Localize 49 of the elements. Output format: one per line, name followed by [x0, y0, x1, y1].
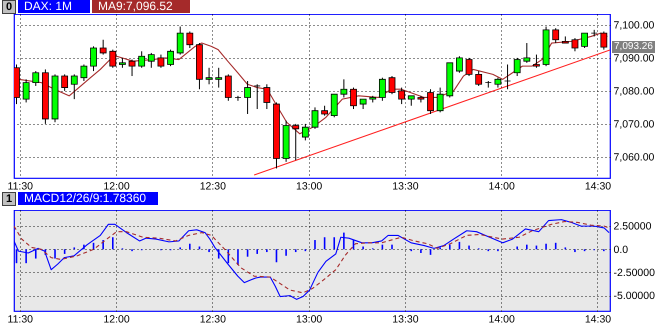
x-tick-label: 13:00 [296, 180, 322, 192]
x-tick-label: 13:30 [392, 314, 419, 326]
candlestick [552, 28, 560, 44]
x-tick-label: 12:00 [103, 314, 130, 326]
x-tick-label: 13:00 [296, 314, 322, 326]
y-tick-label: 2.50000 [614, 220, 652, 233]
candlestick [100, 39, 107, 56]
candlestick [80, 64, 88, 82]
x-tick-label: 12:00 [103, 180, 130, 192]
chart-title: MACD12/26/9:1.78360 [18, 191, 158, 205]
annotation: 7,093.26 [612, 41, 655, 54]
candlestick [572, 38, 578, 52]
candlestick [128, 59, 136, 77]
x-tick-label: 11:30 [8, 180, 34, 192]
y-tick-label: 7,080.00 [614, 85, 655, 98]
candlestick [475, 70, 482, 86]
candlestick [176, 26, 184, 56]
y-tick-label: 0.0 [614, 244, 628, 256]
y-tick-label: -5.00000 [614, 290, 656, 302]
x-tick-label: 14:00 [488, 180, 515, 192]
candlestick [330, 94, 338, 118]
candlestick [360, 98, 367, 110]
x-tick-label: 12:30 [200, 314, 226, 326]
x-tick-label: 14:00 [488, 314, 515, 326]
chart-title: DAX: 1M [18, 0, 90, 13]
candlestick [186, 30, 194, 48]
x-tick-label: 14:30 [584, 180, 612, 192]
x-tick-label: 13:30 [392, 180, 419, 192]
y-tick-label: 7,070.00 [614, 118, 655, 130]
y-tick-label: 7,060.00 [614, 151, 655, 164]
x-tick-label: 11:30 [8, 314, 34, 326]
y-tick-label: 7,100.00 [614, 19, 655, 32]
candlestick [340, 78, 348, 98]
text: MA9:7,096.52 [92, 0, 190, 13]
candlestick [408, 95, 415, 106]
candlestick [504, 64, 511, 90]
candlestick [388, 76, 396, 95]
x-tick-label: 14:30 [584, 314, 612, 326]
text: 0 [2, 0, 16, 14]
y-tick-label: 7,090.00 [614, 52, 655, 64]
candlestick [32, 70, 40, 86]
candlestick [61, 74, 68, 92]
candlestick [321, 105, 328, 116]
y-tick-label: -2.50000 [614, 266, 656, 279]
x-tick-label: 12:30 [200, 180, 226, 192]
text: 1 [2, 192, 16, 206]
candlestick [224, 74, 232, 102]
candlestick [600, 30, 608, 50]
candlestick [581, 32, 588, 48]
